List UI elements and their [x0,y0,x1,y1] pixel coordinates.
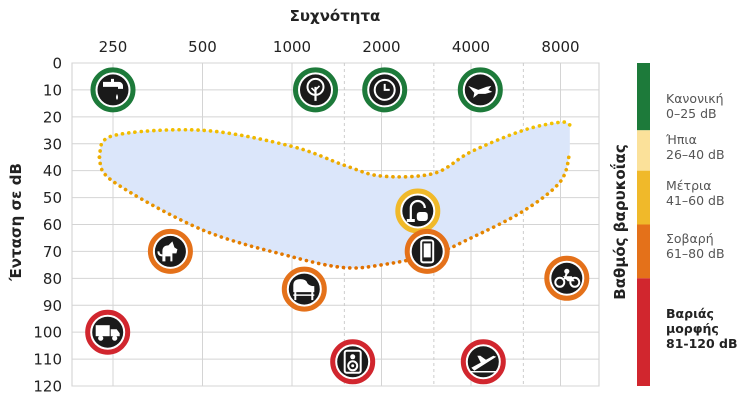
speech-banana [97,120,572,270]
bird-icon [457,67,503,113]
smartphone-icon [404,228,450,274]
y-tick-label: 80 [43,270,62,288]
clock-icon [362,67,408,113]
legend-range-mild: 26–40 dB [666,147,725,162]
y-tick-label: 50 [43,189,62,207]
x-tick-label: 1000 [273,38,311,56]
y-tick-label: 20 [43,108,62,126]
piano-icon [281,266,327,312]
chart-title: Συχνότητα [290,7,381,25]
legend-bar [637,63,650,386]
legend-name-moderate: Μέτρια [666,178,712,193]
legend-swatch-profound [637,278,650,386]
motorcycle-icon [544,255,590,301]
legend-name-profound: Βαριάς μορφής [666,306,719,336]
legend-name-mild: Ήπια [666,132,697,147]
x-tick-label: 2000 [362,38,400,56]
speech-banana-lower-edge [97,150,572,270]
speech-banana-upper-edge [97,120,572,179]
dog-icon [147,228,193,274]
airplane-icon [460,339,506,385]
y-tick-label: 120 [33,378,62,396]
legend-swatch-severe [637,224,650,279]
legend-label-severe: Σοβαρή 61–80 dB [666,231,725,261]
legend-swatch-mild [637,130,650,171]
legend-swatch-moderate [637,170,650,225]
axis-ticks: 0 10 20 30 40 50 60 70 80 90 100 110 120 250 500 1000 20… [33,38,579,396]
y-tick-label: 100 [33,324,62,342]
y-tick-label: 90 [43,297,62,315]
legend-range-profound: 81-120 dB [666,336,738,351]
speaker-icon [330,339,376,385]
y-tick-label: 30 [43,135,62,153]
sound-icons [85,67,590,385]
vacuum-cleaner-icon [395,188,441,234]
x-tick-label: 8000 [541,38,579,56]
y-tick-label: 60 [43,216,62,234]
legend-range-moderate: 41–60 dB [666,193,725,208]
legend-title: Βαθμός βαρυκοΐας [609,144,629,299]
legend-label-mild: Ήπια 26–40 dB [666,132,725,162]
y-tick-label: 10 [43,81,62,99]
y-tick-label: 70 [43,243,62,261]
tree-icon [293,67,338,113]
speech-banana-area [99,122,570,269]
x-tick-label: 500 [188,38,217,56]
x-tick-label: 4000 [452,38,490,56]
y-tick-label: 40 [43,162,62,180]
y-tick-label: 110 [33,351,62,369]
x-tick-label: 250 [99,38,128,56]
legend-range-normal: 0–25 dB [666,106,717,121]
truck-icon [85,309,131,355]
legend-name-normal: Κανονική [666,91,724,106]
legend-name-severe: Σοβαρή [666,231,714,246]
legend-label-moderate: Μέτρια 41–60 dB [666,178,725,208]
faucet-icon [90,67,136,113]
y-tick-label: 0 [52,55,62,73]
legend-label-normal: Κανονική 0–25 dB [666,91,724,121]
legend-swatch-normal [637,63,650,131]
legend-range-severe: 61–80 dB [666,246,725,261]
y-axis-label: Ένταση σε dB [7,163,25,282]
legend-label-profound: Βαριάς μορφής 81-120 dB [666,306,746,351]
